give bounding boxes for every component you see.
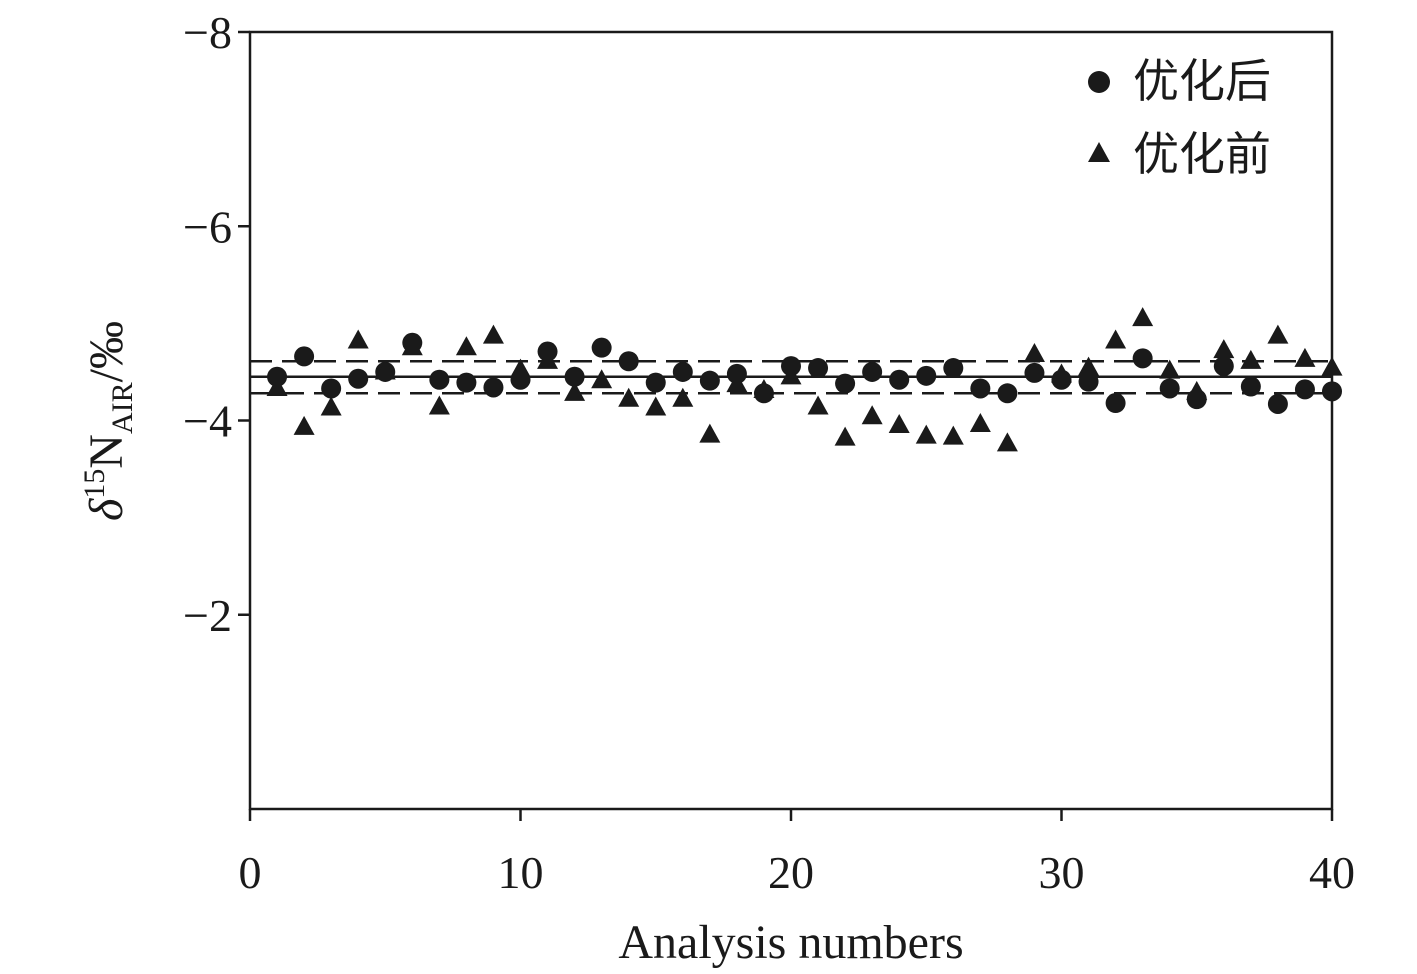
- point-circle: [294, 346, 315, 367]
- y-axis-title: δ15NAIR/‰: [78, 321, 139, 521]
- y-axis-subscript: AIR: [106, 382, 139, 434]
- svg-text:δ15NAIR/‰: δ15NAIR/‰: [78, 321, 139, 521]
- point-circle: [1024, 362, 1045, 383]
- point-triangle: [1078, 356, 1100, 376]
- point-circle: [645, 372, 666, 393]
- point-triangle: [969, 412, 991, 432]
- point-triangle: [1294, 347, 1316, 367]
- x-axis-ticks: 0 10 20 30 40: [239, 809, 1355, 898]
- point-triangle: [293, 415, 315, 435]
- point-circle: [348, 368, 369, 389]
- point-triangle: [591, 369, 613, 389]
- point-triangle: [645, 396, 667, 416]
- point-circle: [699, 370, 720, 391]
- point-triangle: [482, 324, 504, 344]
- point-triangle: [428, 395, 450, 415]
- point-triangle: [672, 387, 694, 407]
- point-triangle: [1159, 359, 1181, 379]
- point-circle: [429, 369, 450, 390]
- point-circle: [456, 372, 477, 393]
- y-tick-label: −8: [183, 7, 232, 58]
- point-triangle: [374, 360, 396, 380]
- y-tick-label: −4: [183, 396, 232, 447]
- y-axis-ticks: −8 −6 −4 −2: [183, 7, 250, 641]
- x-axis-title: Analysis numbers: [618, 916, 963, 969]
- point-circle: [267, 366, 288, 387]
- data-points: [266, 307, 1343, 452]
- point-triangle: [1105, 329, 1127, 349]
- point-triangle: [753, 378, 775, 398]
- point-circle: [970, 378, 991, 399]
- point-circle: [997, 383, 1018, 404]
- point-triangle: [1186, 380, 1208, 400]
- point-triangle: [537, 349, 559, 369]
- point-triangle: [510, 358, 531, 378]
- point-triangle: [699, 423, 721, 443]
- point-triangle: [834, 426, 856, 446]
- point-circle: [1105, 393, 1126, 414]
- y-axis-base: N: [80, 434, 133, 469]
- point-triangle: [320, 396, 342, 416]
- legend-label-before: 优化前: [1133, 127, 1271, 181]
- point-circle: [889, 369, 910, 390]
- x-tick-label: 20: [768, 847, 814, 898]
- point-circle: [1294, 379, 1315, 400]
- y-tick-label: −2: [183, 590, 232, 641]
- point-circle: [591, 337, 612, 358]
- point-circle: [943, 358, 964, 379]
- legend-marker-circle: [1088, 71, 1110, 93]
- legend-marker-triangle: [1088, 142, 1110, 162]
- x-tick-label: 40: [1309, 847, 1355, 898]
- point-triangle: [1051, 363, 1072, 383]
- point-triangle: [1240, 349, 1262, 369]
- x-tick-label: 30: [1039, 847, 1085, 898]
- point-triangle: [726, 373, 748, 393]
- point-triangle: [888, 413, 910, 433]
- point-triangle: [942, 425, 964, 445]
- point-circle: [1267, 393, 1288, 414]
- point-triangle: [1213, 339, 1235, 359]
- point-triangle: [266, 377, 288, 397]
- point-circle: [672, 361, 693, 382]
- point-circle: [618, 351, 639, 372]
- point-circle: [1240, 376, 1261, 397]
- point-triangle: [807, 395, 829, 415]
- point-circle: [835, 373, 856, 394]
- y-tick-label: −6: [183, 201, 232, 252]
- point-triangle: [618, 387, 640, 407]
- point-triangle: [996, 432, 1018, 452]
- y-axis-unit: /‰: [80, 321, 133, 382]
- legend-label-after: 优化后: [1133, 54, 1271, 108]
- point-triangle: [455, 336, 477, 356]
- x-tick-label: 0: [239, 847, 262, 898]
- point-triangle: [564, 381, 586, 401]
- point-triangle: [915, 424, 937, 444]
- point-triangle: [1023, 343, 1045, 363]
- point-circle: [1132, 348, 1153, 369]
- point-circle: [808, 358, 829, 379]
- point-circle: [862, 361, 883, 382]
- point-triangle: [1321, 356, 1343, 376]
- point-triangle: [780, 365, 802, 385]
- legend: 优化后 优化前: [1088, 54, 1271, 181]
- point-circle: [483, 377, 504, 398]
- point-triangle: [347, 329, 369, 349]
- point-circle: [1159, 378, 1180, 399]
- point-triangle: [401, 336, 423, 356]
- point-triangle: [1132, 307, 1154, 327]
- point-triangle: [861, 405, 883, 425]
- point-circle: [321, 378, 342, 399]
- point-circle: [564, 366, 585, 387]
- y-axis-superscript: 15: [78, 469, 111, 499]
- point-circle: [1213, 356, 1234, 377]
- y-axis-symbol: δ: [80, 498, 133, 521]
- point-triangle: [1267, 324, 1289, 344]
- point-circle: [1322, 381, 1342, 402]
- point-circle: [1078, 371, 1099, 392]
- x-tick-label: 10: [498, 847, 544, 898]
- point-circle: [916, 365, 937, 386]
